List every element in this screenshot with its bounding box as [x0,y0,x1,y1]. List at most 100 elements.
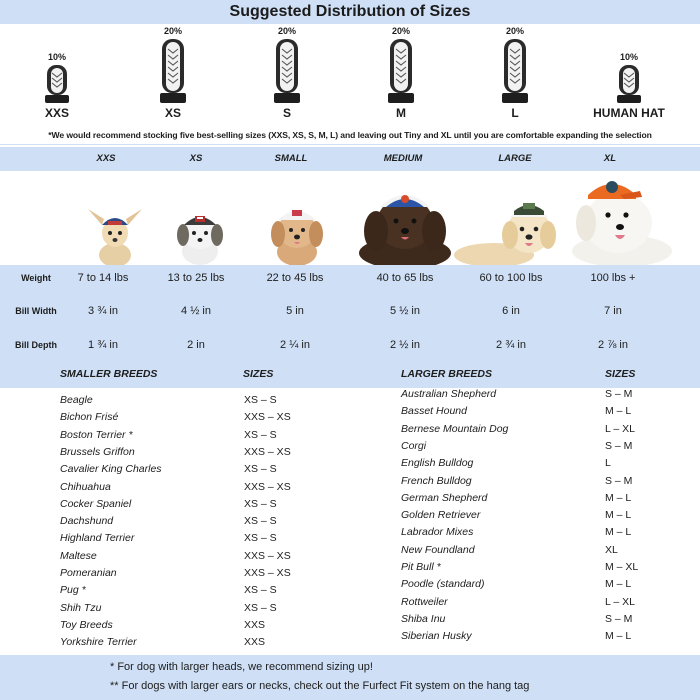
bill-depth-value: 1 ¾ in [88,339,118,351]
breed-name: Cocker Spaniel [60,497,132,510]
breed-name: Basset Hound [401,405,467,418]
cap-icon [388,39,414,103]
measurements-table: Weight 7 to 14 lbs 13 to 25 lbs 22 to 45… [0,265,700,360]
distribution-percent: 20% [505,26,524,36]
breed-size-range: XS – S [244,601,277,614]
breed-size-range: L [605,457,611,470]
breed-size-range: L – XL [605,595,635,608]
bill-width-row: Bill Width 3 ¾ in 4 ½ in 5 in 5 ½ in 6 i… [0,301,700,321]
breed-size-range: M – L [605,405,632,418]
footnote-furfect-fit: ** For dogs with larger ears or necks, c… [110,680,530,692]
size-column-header: XXS XS SMALL MEDIUM LARGE XL [0,147,700,171]
distribution-size: HUMAN HAT [593,106,665,120]
breed-size-range: L – XL [605,422,635,435]
breed-size-range: XS – S [244,515,277,528]
breed-name: Chihuahua [60,480,111,493]
breed-size-range: XXS – XS [244,445,291,458]
bill-depth-value: 2 ¼ in [280,339,310,351]
doodle-photo [271,210,323,265]
breed-name: Maltese [60,549,97,562]
breed-size-range: XL [605,543,618,556]
breed-name: Golden Retriever [401,509,481,522]
distribution-item-human-hat: 10% HUMAN HAT [593,52,665,120]
bill-width-value: 3 ¾ in [88,305,118,317]
breed-name: Pit Bull * [401,561,441,573]
cap-icon [45,65,69,103]
bill-depth-value: 2 ½ in [390,339,420,351]
dark-doodle-photo [359,195,451,265]
size-distribution: 10% XXS 20% XS 20% [0,24,700,125]
smaller-sizes-header: SIZES [243,368,274,380]
weight-value: 22 to 45 lbs [266,272,324,284]
breed-size-range: M – L [605,630,632,643]
weight-row: Weight 7 to 14 lbs 13 to 25 lbs 22 to 45… [0,268,700,288]
breed-name: English Bulldog [401,457,474,470]
breed-size-range: M – XL [605,561,639,573]
bill-depth-value: 2 ¾ in [496,339,526,351]
cap-icon [274,39,300,103]
breed-size-range: XS – S [244,394,277,406]
weight-value: 7 to 14 lbs [77,272,129,284]
size-column-label: XXS [96,153,116,164]
size-column-label: XS [189,153,203,164]
recommendation-text: *We would recommend stocking five best-s… [48,130,652,140]
breed-size-table: SMALLER BREEDS SIZES LARGER BREEDS SIZES… [0,360,700,655]
breed-size-range: S – M [605,439,633,452]
breed-name: French Bulldog [401,474,472,487]
breed-name: German Shepherd [401,491,488,504]
distribution-size: L [511,106,519,120]
breed-name: Labrador Mixes [401,526,474,539]
distribution-percent: 20% [391,26,410,36]
size-column-label: SMALL [274,153,308,164]
distribution-percent: 20% [163,26,182,36]
distribution-percent: 10% [47,52,66,62]
breed-name: Beagle [60,394,93,406]
breed-size-range: XXS – XS [244,480,291,493]
distribution-percent: 10% [619,52,638,62]
breed-size-range: XS – S [244,584,277,597]
breed-size-range: XXS [244,618,266,631]
distribution-size: XS [164,106,181,120]
footnotes: * For dog with larger heads, we recommen… [0,655,700,700]
breed-header-band [0,360,700,388]
breed-size-range: M – L [605,578,632,591]
breed-size-range: XXS [244,636,266,649]
shih-tzu-photo [177,216,223,265]
bill-width-value: 5 in [286,305,304,317]
breed-name: Shiba Inu [401,612,446,625]
row-label: Bill Width [15,306,57,316]
larger-sizes-header: SIZES [605,368,636,380]
golden-retriever-photo [454,203,556,265]
breed-size-range: XXS – XS [244,567,291,579]
breed-name: Rottweiler [401,595,448,608]
distribution-item-xxs: 10% XXS [22,52,92,120]
footnote-larger-heads: * For dog with larger heads, we recommen… [110,661,373,673]
breed-name: Pomeranian [60,567,117,579]
bill-depth-value: 2 in [187,339,205,351]
smaller-breeds-header: SMALLER BREEDS [60,368,158,380]
row-label: Weight [21,273,51,283]
row-label: Bill Depth [15,340,57,350]
breed-name: Shih Tzu [60,601,102,614]
bill-width-value: 4 ½ in [181,305,211,317]
distribution-item-s: 20% S [252,26,322,120]
breed-size-range: XS – S [244,428,277,441]
size-column-label: MEDIUM [383,153,423,164]
distribution-item-m: 20% M [366,26,436,120]
dog-photo-row [0,171,700,265]
weight-value: 60 to 100 lbs [479,272,543,284]
recommendation-band: *We would recommend stocking five best-s… [0,125,700,145]
breed-name: Boston Terrier * [60,428,133,441]
size-column-label: LARGE [498,153,532,164]
distribution-size: S [282,106,291,120]
breed-name: Bichon Frisé [60,411,119,424]
breed-name: Poodle (standard) [401,578,485,591]
great-pyrenees-photo [572,181,672,265]
breed-name: Siberian Husky [401,630,472,643]
bill-width-value: 6 in [502,305,520,317]
weight-value: 40 to 65 lbs [376,272,434,284]
weight-value: 100 lbs + [590,272,636,284]
cap-icon [160,39,186,103]
breed-size-range: S – M [605,388,633,400]
